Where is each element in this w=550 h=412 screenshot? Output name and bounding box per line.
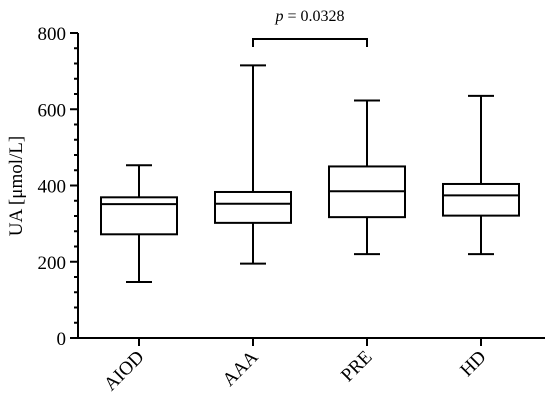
boxes — [100, 64, 520, 283]
iqr-box — [442, 182, 520, 217]
x-category-label: AAA — [219, 346, 263, 390]
x-category-label: AIOD — [100, 347, 148, 395]
y-tick-label: 800 — [38, 24, 67, 45]
p-value-label: p = 0.0328 — [274, 8, 344, 25]
annotations: p = 0.0328 — [252, 8, 368, 47]
y-tick-label: 200 — [38, 253, 67, 274]
y-axis-title: UA [μmol/L] — [6, 136, 27, 236]
p-value-text: = 0.0328 — [283, 8, 344, 25]
y-tick-label: 600 — [38, 100, 67, 121]
box-pre — [328, 99, 406, 256]
box-hd — [442, 94, 520, 256]
box-aaa — [214, 64, 292, 265]
y-tick-label: 0 — [57, 329, 67, 350]
y-tick-label: 400 — [38, 177, 67, 198]
box-aiod — [100, 164, 178, 283]
iqr-box — [214, 190, 292, 224]
p-symbol: p — [274, 8, 283, 25]
iqr-box — [100, 196, 178, 236]
x-category-label: HD — [456, 347, 490, 381]
significance-bracket: p = 0.0328 — [252, 8, 368, 47]
bracket-line — [252, 38, 368, 47]
x-category-label: PRE — [337, 347, 376, 386]
